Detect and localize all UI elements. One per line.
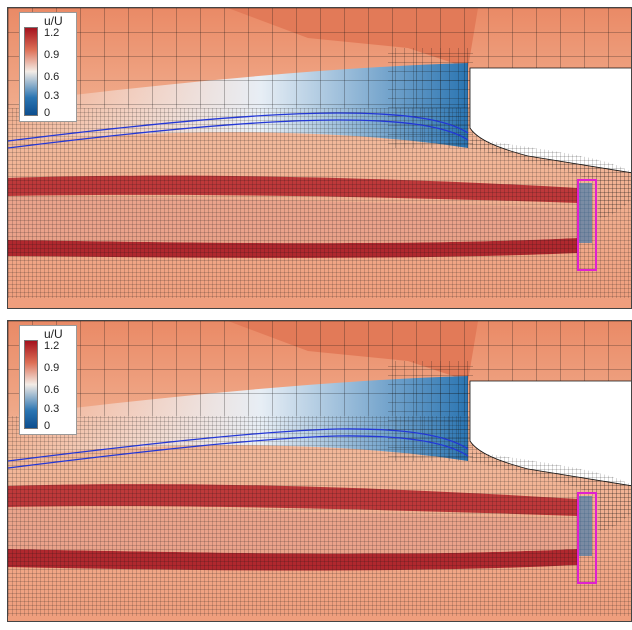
mesh-refinement-zone [388, 48, 473, 148]
flow-panel-bottom: u/U 1.2 0.9 0.6 0.3 0 [7, 320, 632, 622]
legend-tick: 0 [44, 107, 51, 119]
streamline-1 [8, 112, 469, 142]
legend-title: u/U [44, 14, 63, 28]
legend-tick: 1.2 [44, 340, 60, 352]
legend-tick: 0.6 [44, 71, 60, 83]
mesh-refinement-zone [388, 361, 473, 461]
probe-box [577, 492, 597, 584]
wake-deficit [578, 496, 592, 556]
streamline-2 [8, 435, 469, 469]
legend-tick: 0.3 [44, 403, 60, 415]
legend-tick: 0.3 [44, 90, 60, 102]
colorbar-legend: u/U 1.2 0.9 0.6 0.3 0 [19, 12, 77, 122]
wake-deficit [578, 183, 592, 243]
legend-tick: 0.9 [44, 49, 60, 61]
streamline-2 [8, 119, 469, 149]
streamline-1 [8, 428, 469, 462]
hull-mesh-wrap [470, 138, 631, 218]
velocity-field-top [8, 8, 631, 308]
probe-box [577, 179, 597, 271]
flow-panel-top: u/U 1.2 0.9 0.6 0.3 0 [7, 7, 632, 309]
velocity-field-bottom [8, 321, 631, 621]
legend-tick: 0 [44, 420, 51, 432]
legend-tick: 0.6 [44, 384, 60, 396]
hull-mesh-wrap [470, 451, 631, 531]
colorbar [24, 27, 38, 116]
legend-tick: 1.2 [44, 27, 60, 39]
colorbar [24, 340, 38, 429]
colorbar-legend: u/U 1.2 0.9 0.6 0.3 0 [19, 325, 77, 435]
legend-tick: 0.9 [44, 362, 60, 374]
legend-title: u/U [44, 327, 63, 341]
